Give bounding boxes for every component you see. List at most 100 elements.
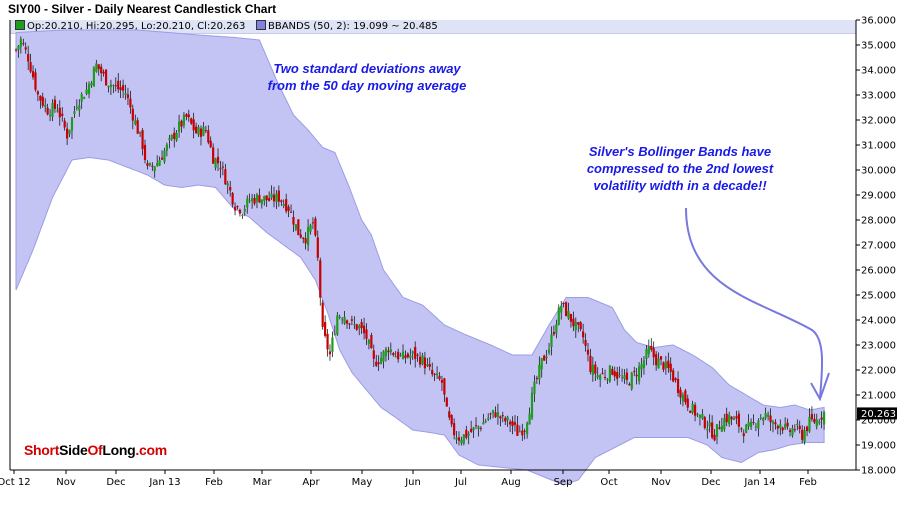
candle-body [594, 364, 597, 374]
candle-body [655, 354, 658, 366]
candle-body [448, 411, 451, 418]
annotation-line: Two standard deviations away [273, 61, 461, 76]
x-tick-label: Feb [799, 477, 817, 488]
candle-body [39, 95, 42, 101]
candle-body [56, 110, 59, 112]
candle-body [309, 224, 312, 232]
legend-bbands: BBANDS (50, 2): 19.099 ~ 20.485 [256, 20, 438, 33]
x-tick-label: Dec [701, 477, 720, 488]
candle-body [331, 337, 334, 352]
candle-body [606, 379, 609, 381]
candles [14, 36, 826, 446]
candle-body [114, 85, 117, 87]
y-tick-label: 31.000 [861, 141, 896, 152]
candle-body [808, 416, 811, 432]
candle-body [535, 378, 538, 380]
candle-body [345, 320, 349, 324]
candle-body [776, 425, 779, 429]
candle-body [285, 199, 288, 212]
candle-body [669, 363, 672, 372]
x-tick-label: Jun [404, 477, 421, 488]
candle-body [713, 434, 716, 441]
legend-ohlc: Op:20.210, Hi:20.295, Lo:20.210, Cl:20.2… [15, 20, 245, 33]
candle-body [68, 129, 71, 134]
candle-body [80, 94, 83, 102]
y-tick-label: 19.000 [861, 441, 896, 452]
candle-body [732, 418, 736, 420]
candle-body [810, 413, 814, 420]
candle-body [177, 121, 181, 132]
candle-body [207, 130, 210, 143]
candle-body [372, 350, 375, 359]
candle-body [224, 169, 227, 185]
candle-body [394, 356, 397, 358]
candle-body [83, 97, 86, 99]
y-tick-label: 33.000 [861, 91, 896, 102]
candle-body [302, 237, 305, 239]
candle-body [73, 111, 76, 114]
candle-body [221, 166, 224, 168]
y-tick-label: 32.000 [861, 116, 896, 127]
candle-body [506, 416, 509, 421]
candle-body [652, 348, 655, 358]
annotation-two-std: Two standard deviations away from the 50… [222, 60, 512, 94]
x-tick-label: Apr [302, 477, 320, 488]
candle-body [516, 424, 519, 436]
bbands-swatch [256, 20, 266, 30]
candle-body [416, 354, 419, 356]
candle-body [29, 62, 32, 72]
candle-body [272, 194, 276, 202]
candle-body [618, 374, 621, 376]
candle-body [365, 329, 368, 339]
candle-body [696, 413, 699, 415]
candle-body [280, 200, 283, 202]
candle-body [482, 422, 485, 425]
candle-body [623, 375, 626, 379]
candle-body [501, 415, 504, 417]
y-tick-label: 22.000 [861, 366, 896, 377]
candle-body [521, 430, 524, 436]
candle-body [389, 349, 392, 353]
candle-body [596, 374, 599, 378]
candle-body [95, 63, 98, 72]
candle-body [90, 82, 93, 86]
candle-body [569, 313, 573, 322]
x-tick-label: Aug [501, 477, 521, 488]
candle-body [645, 349, 648, 360]
candle-body [282, 203, 285, 207]
candle-body [270, 193, 273, 198]
candle-body [277, 190, 280, 202]
candle-body [104, 69, 108, 86]
candle-body [216, 156, 220, 164]
candle-body [246, 198, 249, 208]
y-tick-label: 18.000 [861, 466, 896, 477]
candle-body [168, 138, 171, 141]
candle-body [620, 377, 624, 379]
candle-body [781, 427, 784, 431]
brand-part: Long [102, 442, 136, 458]
arrow-head-icon [810, 372, 830, 402]
candle-body [367, 339, 371, 344]
candle-body [85, 89, 88, 94]
candle-body [336, 315, 339, 335]
candle-body [355, 324, 358, 330]
candle-body [139, 131, 142, 134]
candle-body [100, 66, 103, 74]
candle-body [513, 422, 517, 425]
candle-body [350, 319, 353, 321]
candle-body [392, 353, 395, 356]
candle-body [805, 426, 809, 432]
brand-part: .com [135, 442, 167, 458]
candle-body [53, 99, 57, 109]
candle-body [742, 433, 745, 437]
candle-body [34, 72, 37, 90]
candle-body [749, 422, 753, 428]
candle-body [418, 356, 422, 365]
candle-body [662, 362, 665, 370]
candle-body [440, 379, 444, 383]
ohlc-swatch [15, 20, 25, 30]
candle-body [58, 107, 61, 118]
candle-body [752, 421, 755, 423]
y-tick-label: 36.000 [861, 16, 896, 27]
candle-body [187, 114, 190, 118]
